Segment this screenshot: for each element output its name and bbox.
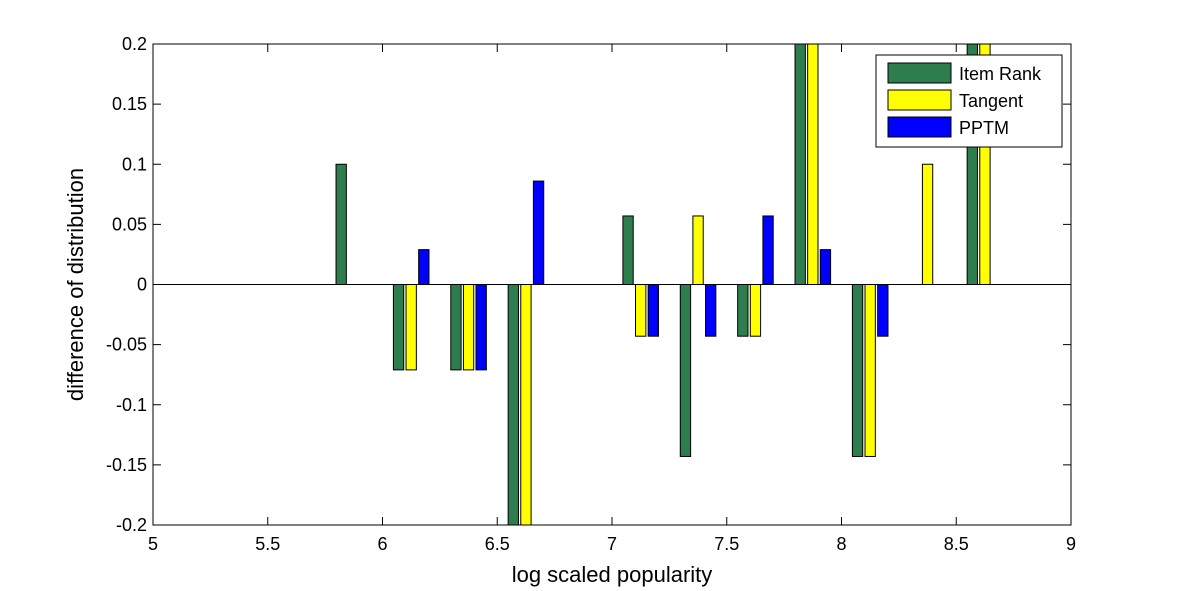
axis-ticks: 5 5.5 6 6.5 7 7.5 8 8.5 9 0.2 0.15 0.1 0.05 0 -0.05 -0.… <box>106 34 1076 554</box>
bar-item-rank-6 <box>737 284 749 337</box>
bar-tangent-9 <box>921 163 934 285</box>
y-tick-label: 0.1 <box>122 154 147 174</box>
bar-pptm-7 <box>819 249 832 286</box>
legend-entry: Tangent <box>959 91 1023 111</box>
y-tick-label: -0.15 <box>106 455 147 475</box>
bar-pptm-8 <box>877 284 889 337</box>
bar-item-rank-7 <box>794 43 806 285</box>
x-tick-label: 8 <box>836 534 846 554</box>
bar-item-rank-2 <box>450 284 462 371</box>
y-tick-label: 0 <box>137 275 147 295</box>
bar-tangent-2 <box>462 284 475 371</box>
bar-item-rank-5 <box>679 284 692 457</box>
bar-pptm-2 <box>475 284 487 371</box>
bar-tangent-6 <box>749 284 762 337</box>
bar-item-rank-0 <box>335 163 347 285</box>
legend-swatch <box>887 62 952 84</box>
bar-tangent-1 <box>405 284 417 371</box>
bar-tangent-4 <box>635 284 647 337</box>
x-axis-label: log scaled popularity <box>512 562 713 587</box>
bar-tangent-3 <box>520 284 532 526</box>
x-tick-label: 9 <box>1066 534 1076 554</box>
legend-swatch <box>887 116 952 138</box>
bar-tangent-7 <box>807 43 819 285</box>
legend-entry: Item Rank <box>959 64 1042 84</box>
bar-item-rank-1 <box>392 284 405 371</box>
y-tick-label: -0.05 <box>106 335 147 355</box>
bar-tangent-8 <box>864 284 876 457</box>
bar-item-rank-4 <box>622 215 634 286</box>
y-tick-label: 0.2 <box>122 34 147 54</box>
y-tick-label: -0.1 <box>116 395 147 415</box>
x-tick-label: 5 <box>148 534 158 554</box>
x-tick-label: 7.5 <box>714 534 739 554</box>
bar-tangent-5 <box>692 215 704 286</box>
legend-entry: PPTM <box>959 118 1009 138</box>
x-tick-label: 7 <box>607 534 617 554</box>
legend: Item Rank Tangent PPTM <box>875 54 1063 148</box>
y-tick-label: 0.05 <box>112 214 147 234</box>
legend-swatch <box>887 89 952 111</box>
bar-item-rank-3 <box>507 284 519 526</box>
x-tick-label: 6.5 <box>485 534 510 554</box>
y-tick-label: 0.15 <box>112 94 147 114</box>
x-tick-label: 5.5 <box>255 534 280 554</box>
bar-item-rank-8 <box>851 284 864 457</box>
x-tick-label: 8.5 <box>944 534 969 554</box>
y-axis-label: difference of distribution <box>63 168 88 401</box>
bar-pptm-5 <box>705 284 717 337</box>
y-tick-label: -0.2 <box>116 515 147 535</box>
bar-pptm-3 <box>532 180 545 285</box>
bar-pptm-4 <box>647 284 659 337</box>
bar-pptm-6 <box>762 215 774 286</box>
bar-pptm-1 <box>418 249 430 286</box>
x-tick-label: 6 <box>377 534 387 554</box>
